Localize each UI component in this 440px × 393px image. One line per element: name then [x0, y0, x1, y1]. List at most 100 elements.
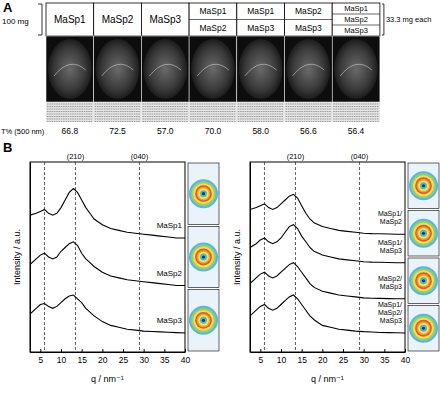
stripe: [95, 109, 141, 110]
series-label-line: MaSp2/: [378, 275, 402, 283]
pattern-ring: [409, 266, 438, 295]
pattern-ring: [191, 245, 216, 270]
transmittance: 72.5: [109, 126, 126, 136]
series-label: MaSp2/MaSp3: [378, 275, 402, 291]
reference-line: [295, 162, 296, 352]
diffraction-pattern: [408, 211, 439, 257]
header-divider: [285, 19, 333, 20]
x-tick-label: 10: [277, 355, 287, 365]
photo: [46, 36, 94, 102]
x-tick-mark: [405, 349, 406, 352]
figure: A100 mg33.3 mg eachMaSp166.8MaSp272.5MaS…: [0, 0, 440, 393]
pattern-background: [188, 163, 219, 224]
pattern-ring: [198, 188, 209, 199]
photo: [285, 36, 333, 102]
right-note: 33.3 mg each: [386, 15, 431, 24]
x-tick-mark: [82, 349, 83, 352]
reference-label: (210): [67, 152, 85, 161]
pattern-ring: [198, 252, 209, 263]
y-axis-title: Intensity / a.u.: [12, 229, 22, 285]
x-tick-mark: [260, 349, 261, 352]
pattern-ring: [409, 219, 438, 248]
pattern-ring: [193, 247, 214, 268]
y-axis: [250, 163, 251, 353]
stripe-area: [141, 102, 189, 122]
diffraction-pattern: [408, 258, 439, 304]
stripe: [286, 111, 332, 112]
y-axis: [30, 163, 31, 353]
pattern-ring: [411, 268, 436, 293]
reference-line: [264, 162, 265, 352]
x-tick-label: 35: [380, 355, 390, 365]
stripe: [190, 109, 236, 110]
stripe: [47, 109, 93, 110]
reference-label: (040): [351, 152, 369, 161]
pattern-ring: [191, 308, 216, 333]
bracket: [382, 4, 384, 35]
pattern-ring: [409, 314, 438, 343]
x-tick-label: 15: [77, 355, 87, 365]
stripe-area: [285, 102, 333, 122]
photo: [237, 36, 285, 102]
pattern-ring: [193, 183, 214, 204]
x-tick: 10: [57, 349, 67, 365]
stripe: [286, 121, 332, 122]
reference-line: [139, 162, 140, 352]
pattern-ring: [422, 327, 425, 330]
stripe: [47, 114, 93, 115]
header-text: MaSp3: [149, 14, 181, 25]
stripe: [333, 116, 379, 117]
pattern-ring: [417, 226, 431, 240]
pattern-ring: [415, 320, 432, 337]
pattern-ring: [198, 315, 209, 326]
y-axis-line: [250, 163, 251, 353]
stripe: [238, 106, 284, 107]
film-highlight: [245, 64, 277, 76]
stripe-area: [46, 102, 94, 122]
film: [191, 39, 235, 99]
pattern-ring: [413, 223, 434, 244]
pattern-background: [188, 226, 219, 287]
pattern-ring: [200, 190, 207, 197]
stripe: [286, 119, 332, 120]
sample-column: MaSp272.5: [94, 3, 142, 136]
pattern-ring: [413, 318, 434, 339]
pattern-ring: [413, 175, 434, 196]
stripe-area: [332, 102, 380, 122]
x-axis: 510152025303540: [251, 349, 411, 365]
stripe: [190, 104, 236, 105]
bracket: [38, 4, 42, 35]
stripe: [190, 119, 236, 120]
reference-label: (210): [287, 152, 305, 161]
stripe: [190, 121, 236, 122]
curve: [250, 295, 405, 333]
film-highlight: [197, 64, 229, 76]
stripe: [333, 114, 379, 115]
stripe-area: [189, 102, 237, 122]
pattern-ring: [422, 232, 425, 235]
curve: [30, 295, 185, 333]
stripe: [190, 116, 236, 117]
pattern-background: [408, 306, 439, 352]
header-cell: [189, 3, 237, 36]
x-tick-label: 30: [139, 355, 149, 365]
stripe: [142, 109, 188, 110]
header-cell: [141, 3, 189, 36]
x-tick-mark: [185, 349, 186, 352]
stripe: [47, 106, 93, 107]
stripe: [47, 121, 93, 122]
diffraction-pattern: [188, 226, 219, 287]
curve: [250, 263, 405, 299]
series-label: MaSp3: [157, 316, 183, 325]
plot-area: [250, 162, 405, 352]
stripe: [238, 119, 284, 120]
plot-frame: [30, 162, 185, 352]
pattern-ring: [197, 187, 211, 201]
pattern-ring: [420, 230, 427, 237]
plot-area: [30, 162, 185, 352]
x-tick-label: 5: [258, 355, 263, 365]
row-label: T% (500 nm): [1, 127, 45, 136]
pattern-ring: [415, 177, 432, 194]
header-divider: [237, 19, 285, 20]
photo: [141, 36, 189, 102]
